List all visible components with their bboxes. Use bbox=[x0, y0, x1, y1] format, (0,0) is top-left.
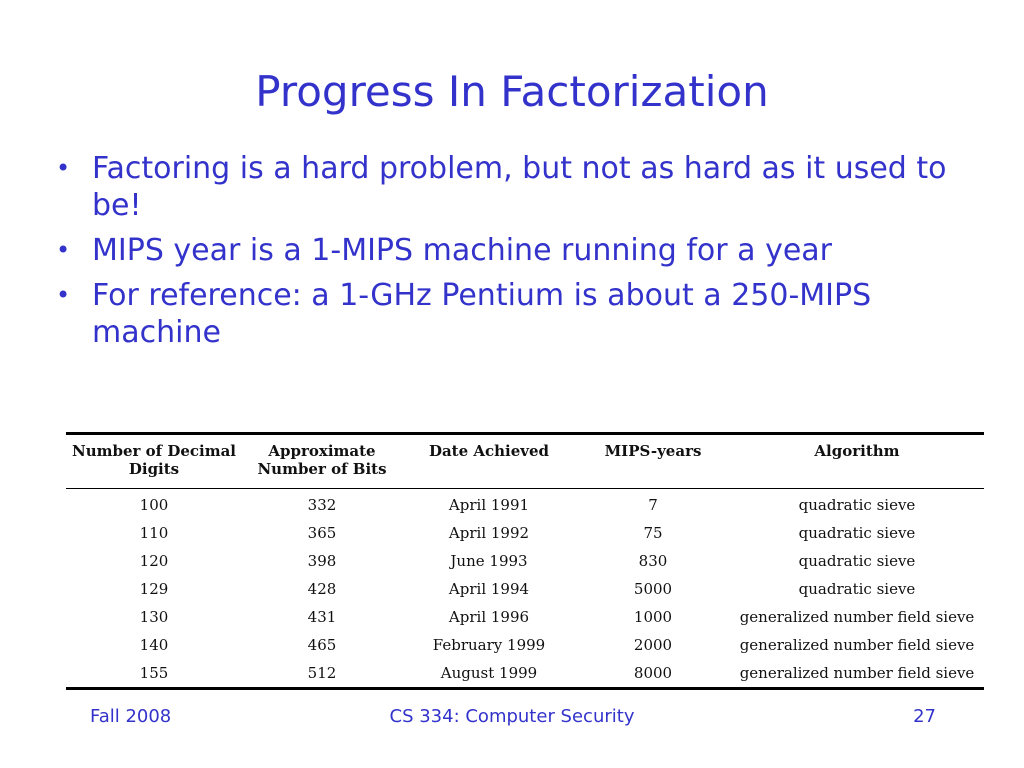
cell-date-achieved: April 1994 bbox=[448, 580, 530, 598]
factorization-table: Number of Decimal Digits Approximate Num… bbox=[66, 432, 984, 690]
header-decimal-digits: Number of Decimal Digits bbox=[72, 442, 236, 478]
bullet-item: • MIPS year is a 1-MIPS machine running … bbox=[56, 232, 976, 269]
cell-mips-years: 2000 bbox=[633, 636, 673, 654]
cell-decimal-digits: 130 bbox=[139, 608, 169, 626]
cell-decimal-digits: 129 bbox=[139, 580, 169, 598]
bullet-text: MIPS year is a 1-MIPS machine running fo… bbox=[92, 233, 832, 268]
cell-date-achieved: April 1992 bbox=[448, 524, 530, 542]
table-row: 130 431 April 1996 1000 generalized numb… bbox=[66, 603, 984, 631]
cell-algorithm: quadratic sieve bbox=[798, 552, 916, 570]
cell-algorithm: quadratic sieve bbox=[798, 580, 916, 598]
cell-approx-bits: 428 bbox=[307, 580, 337, 598]
bullet-dot-icon: • bbox=[56, 236, 71, 264]
table-row: 110 365 April 1992 75 quadratic sieve bbox=[66, 519, 984, 547]
cell-mips-years: 5000 bbox=[633, 580, 673, 598]
cell-approx-bits: 365 bbox=[307, 524, 337, 542]
footer-course: CS 334: Computer Security bbox=[389, 706, 635, 727]
cell-mips-years: 75 bbox=[643, 524, 663, 542]
cell-decimal-digits: 155 bbox=[139, 664, 169, 682]
cell-algorithm: generalized number field sieve bbox=[739, 608, 975, 626]
cell-date-achieved: April 1991 bbox=[448, 496, 530, 514]
footer-page-number: 27 bbox=[913, 706, 936, 727]
cell-algorithm: generalized number field sieve bbox=[739, 664, 975, 682]
table-header-row: Number of Decimal Digits Approximate Num… bbox=[66, 433, 984, 489]
bullet-dot-icon: • bbox=[56, 281, 71, 309]
header-mips-years: MIPS-years bbox=[604, 442, 702, 460]
header-approx-bits: Approximate Number of Bits bbox=[257, 442, 387, 478]
cell-approx-bits: 512 bbox=[307, 664, 337, 682]
cell-algorithm: quadratic sieve bbox=[798, 496, 916, 514]
cell-decimal-digits: 120 bbox=[139, 552, 169, 570]
bullet-text: For reference: a 1-GHz Pentium is about … bbox=[92, 278, 872, 350]
bullet-item: • Factoring is a hard problem, but not a… bbox=[56, 150, 976, 224]
cell-approx-bits: 332 bbox=[307, 496, 337, 514]
cell-approx-bits: 398 bbox=[307, 552, 337, 570]
cell-date-achieved: April 1996 bbox=[448, 608, 530, 626]
cell-decimal-digits: 100 bbox=[139, 496, 169, 514]
table-row: 155 512 August 1999 8000 generalized num… bbox=[66, 659, 984, 689]
header-date-achieved: Date Achieved bbox=[428, 442, 550, 460]
cell-date-achieved: February 1999 bbox=[432, 636, 546, 654]
slide-title: Progress In Factorization bbox=[255, 67, 769, 116]
table-row: 140 465 February 1999 2000 generalized n… bbox=[66, 631, 984, 659]
cell-date-achieved: June 1993 bbox=[450, 552, 528, 570]
cell-mips-years: 1000 bbox=[633, 608, 673, 626]
header-algorithm: Algorithm bbox=[814, 442, 900, 460]
cell-algorithm: generalized number field sieve bbox=[739, 636, 975, 654]
cell-algorithm: quadratic sieve bbox=[798, 524, 916, 542]
cell-mips-years: 7 bbox=[648, 496, 658, 514]
cell-decimal-digits: 110 bbox=[139, 524, 169, 542]
footer-term: Fall 2008 bbox=[90, 706, 172, 727]
cell-date-achieved: August 1999 bbox=[440, 664, 538, 682]
bullet-dot-icon: • bbox=[56, 154, 71, 182]
bullet-item: • For reference: a 1-GHz Pentium is abou… bbox=[56, 277, 976, 351]
bullet-text: Factoring is a hard problem, but not as … bbox=[92, 151, 947, 223]
cell-approx-bits: 465 bbox=[307, 636, 337, 654]
cell-mips-years: 830 bbox=[638, 552, 668, 570]
cell-decimal-digits: 140 bbox=[139, 636, 169, 654]
table-row: 100 332 April 1991 7 quadratic sieve bbox=[66, 489, 984, 520]
bullet-list: • Factoring is a hard problem, but not a… bbox=[56, 150, 976, 359]
table-row: 120 398 June 1993 830 quadratic sieve bbox=[66, 547, 984, 575]
cell-approx-bits: 431 bbox=[307, 608, 337, 626]
table-row: 129 428 April 1994 5000 quadratic sieve bbox=[66, 575, 984, 603]
cell-mips-years: 8000 bbox=[633, 664, 673, 682]
